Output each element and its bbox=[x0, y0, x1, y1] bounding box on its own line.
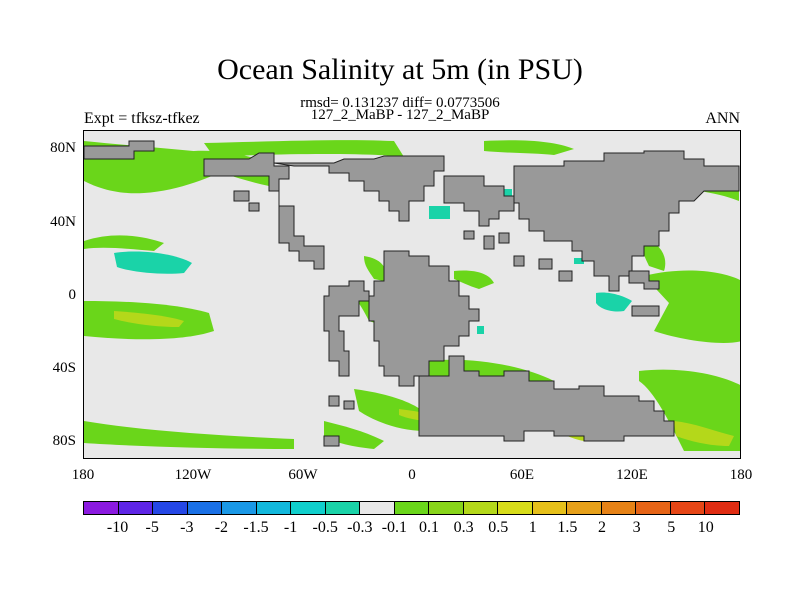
lon-tick-120e: 120E bbox=[616, 467, 648, 483]
colorbar-swatch bbox=[187, 502, 222, 514]
colorbar-swatch bbox=[222, 502, 257, 514]
period-label: ANN bbox=[705, 110, 740, 127]
colorbar-swatch bbox=[532, 502, 567, 514]
colorbar-label: 1 bbox=[528, 519, 537, 536]
colorbar-swatch bbox=[325, 502, 360, 514]
colorbar-swatch bbox=[256, 502, 291, 514]
comparison-text: 127_2_MaBP - 127_2_MaBP bbox=[310, 107, 490, 123]
colorbar-label: 10 bbox=[697, 519, 714, 536]
colorbar-label: 3 bbox=[632, 519, 641, 536]
colorbar-swatch bbox=[429, 502, 464, 514]
experiment-label: Expt = tfksz-tfkez bbox=[84, 110, 200, 127]
colorbar-swatch bbox=[84, 502, 119, 514]
colorbar-swatch bbox=[394, 502, 429, 514]
colorbar-label: 0.3 bbox=[453, 519, 474, 536]
lon-tick-60w: 60W bbox=[288, 467, 318, 483]
lon-tick-180e: 180 bbox=[729, 467, 753, 483]
colorbar-swatch bbox=[636, 502, 671, 514]
lat-tick-40n: 40N bbox=[50, 214, 76, 230]
colorbar-swatch bbox=[567, 502, 602, 514]
colorbar-label: -0.1 bbox=[381, 519, 408, 536]
colorbar-label: -2 bbox=[214, 519, 229, 536]
colorbar-swatch bbox=[360, 502, 395, 514]
colorbar-label: -10 bbox=[106, 519, 129, 536]
colorbar-label: 2 bbox=[598, 519, 606, 536]
colorbar-label: 0.1 bbox=[419, 519, 439, 536]
colorbar-label: -1 bbox=[283, 519, 298, 536]
colorbar bbox=[83, 501, 741, 515]
salinity-map bbox=[84, 140, 740, 451]
colorbar-label: -5 bbox=[145, 519, 159, 536]
colorbar-label: -0.5 bbox=[312, 519, 338, 536]
lat-tick-80n: 80N bbox=[50, 140, 76, 156]
lat-tick-40s: 40S bbox=[52, 360, 76, 376]
stats-text: rmsd= 0.131237 diff= 0.0773506 bbox=[300, 95, 500, 111]
colorbar-swatch bbox=[705, 502, 740, 514]
colorbar-swatch bbox=[153, 502, 188, 514]
colorbar-label: -0.3 bbox=[347, 519, 373, 536]
map-panel bbox=[83, 130, 741, 459]
lon-tick-60e: 60E bbox=[509, 467, 535, 483]
land-masses bbox=[84, 140, 740, 447]
plot-title: Ocean Salinity at 5m (in PSU) bbox=[217, 53, 583, 86]
lon-tick-0: 0 bbox=[408, 467, 416, 483]
colorbar-label: -1.5 bbox=[243, 519, 269, 536]
colorbar-swatch bbox=[670, 502, 705, 514]
colorbar-label: 1.5 bbox=[557, 519, 578, 536]
colorbar-swatch bbox=[291, 502, 326, 514]
lat-tick-0: 0 bbox=[68, 287, 77, 303]
colorbar-label: 0.5 bbox=[488, 519, 509, 536]
lon-tick-120w: 120W bbox=[174, 467, 212, 483]
colorbar-label: 5 bbox=[667, 519, 676, 536]
colorbar-swatch bbox=[498, 502, 533, 514]
colorbar-label: -3 bbox=[180, 519, 194, 536]
lon-tick-180w: 180 bbox=[71, 467, 95, 483]
colorbar-swatch bbox=[118, 502, 153, 514]
lat-tick-80s: 80S bbox=[52, 433, 76, 449]
colorbar-swatch bbox=[601, 502, 636, 514]
colorbar-swatch bbox=[463, 502, 498, 514]
